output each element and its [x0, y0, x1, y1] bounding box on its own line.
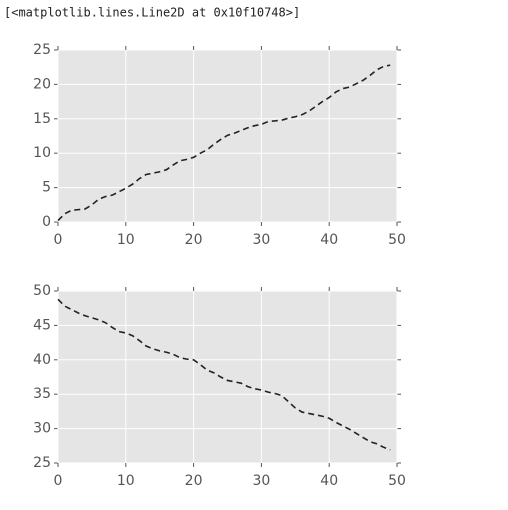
plot-area — [58, 291, 397, 463]
x-tick-label: 20 — [185, 232, 203, 248]
y-tick-label: 35 — [33, 386, 51, 402]
y-tick-label: 20 — [33, 76, 51, 92]
y-tick-label: 0 — [42, 214, 51, 230]
y-tick-label: 30 — [33, 421, 51, 437]
x-tick-label: 10 — [117, 232, 135, 248]
x-tick-label: 40 — [320, 232, 338, 248]
x-tick-label: 40 — [320, 473, 338, 489]
x-tick-label: 50 — [388, 232, 406, 248]
output-text: [<matplotlib.lines.Line2D at 0x10f10748>… — [4, 6, 300, 20]
y-tick-label: 25 — [33, 42, 51, 58]
y-tick-label: 45 — [33, 317, 51, 333]
x-tick-label: 0 — [54, 232, 63, 248]
data-line — [57, 64, 391, 222]
y-tick-label: 15 — [33, 111, 51, 127]
data-line — [57, 298, 391, 451]
x-tick-label: 30 — [252, 473, 270, 489]
x-tick-label: 30 — [252, 232, 270, 248]
y-tick-label: 10 — [33, 145, 51, 161]
x-tick-label: 20 — [185, 473, 203, 489]
x-tick-label: 0 — [54, 473, 63, 489]
y-tick-label: 5 — [42, 180, 51, 196]
x-tick-label: 50 — [388, 473, 406, 489]
y-tick-label: 25 — [33, 455, 51, 471]
y-tick-label: 40 — [33, 352, 51, 368]
y-tick-label: 50 — [33, 283, 51, 299]
x-tick-label: 10 — [117, 473, 135, 489]
